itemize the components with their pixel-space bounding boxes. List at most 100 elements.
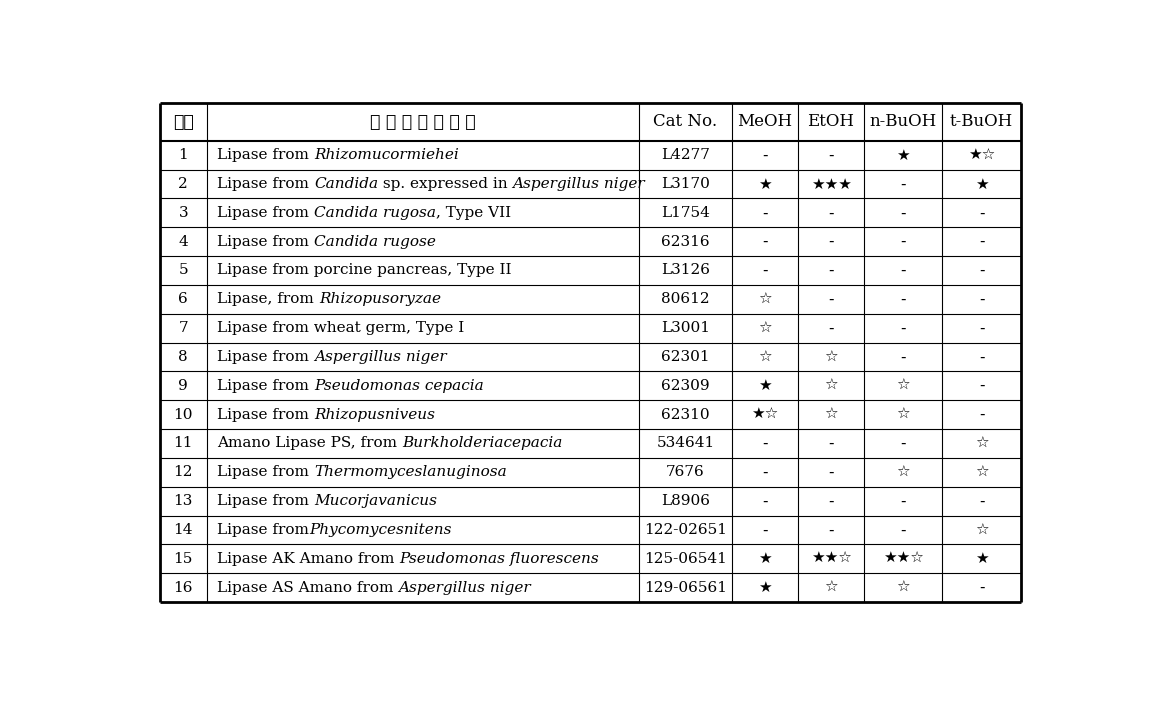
- Text: ★☆: ★☆: [968, 148, 995, 163]
- Text: -: -: [828, 292, 834, 307]
- Text: ★☆: ★☆: [751, 407, 779, 422]
- Text: ★: ★: [758, 552, 772, 566]
- Text: -: -: [901, 205, 905, 220]
- Text: 62310: 62310: [661, 408, 710, 422]
- Text: -: -: [901, 234, 905, 249]
- Text: Lipase, from: Lipase, from: [218, 292, 319, 306]
- Text: 11: 11: [174, 436, 194, 451]
- Text: Lipase from: Lipase from: [218, 206, 314, 220]
- Text: -: -: [828, 263, 834, 278]
- Text: -: -: [828, 436, 834, 451]
- Text: -: -: [979, 234, 984, 249]
- Text: -: -: [761, 263, 767, 278]
- Text: ★: ★: [758, 176, 772, 192]
- Text: ☆: ☆: [975, 523, 988, 537]
- Text: n-BuOH: n-BuOH: [870, 113, 937, 130]
- Text: -: -: [901, 494, 905, 508]
- Text: 62309: 62309: [661, 379, 710, 393]
- Text: 1: 1: [179, 148, 188, 162]
- Text: Phycomycesnitens: Phycomycesnitens: [309, 523, 452, 537]
- Text: -: -: [901, 320, 905, 336]
- Text: ☆: ☆: [824, 407, 838, 422]
- Text: -: -: [828, 523, 834, 537]
- Text: -: -: [979, 205, 984, 220]
- Text: ☆: ☆: [975, 465, 988, 480]
- Text: Mucorjavanicus: Mucorjavanicus: [314, 494, 437, 508]
- Text: Thermomyceslanuginosa: Thermomyceslanuginosa: [314, 465, 507, 480]
- Text: -: -: [901, 523, 905, 537]
- Text: Lipase AK Amano from: Lipase AK Amano from: [218, 552, 400, 566]
- Text: ☆: ☆: [896, 465, 910, 480]
- Text: 3: 3: [179, 206, 188, 220]
- Text: -: -: [828, 234, 834, 249]
- Text: Cat No.: Cat No.: [653, 113, 718, 130]
- Text: , Type VII: , Type VII: [435, 206, 511, 220]
- Text: Amano Lipase PS, from: Amano Lipase PS, from: [218, 436, 402, 451]
- Text: ★★☆: ★★☆: [882, 552, 924, 566]
- Text: -: -: [979, 292, 984, 307]
- Text: Lipase from: Lipase from: [218, 523, 309, 537]
- Text: 10: 10: [174, 408, 194, 422]
- Text: t-BuOH: t-BuOH: [950, 113, 1014, 130]
- Text: Aspergillus niger: Aspergillus niger: [314, 350, 447, 364]
- Text: Lipase from: Lipase from: [218, 465, 314, 480]
- Text: -: -: [761, 494, 767, 508]
- Text: -: -: [761, 436, 767, 451]
- Text: 62301: 62301: [661, 350, 710, 364]
- Text: L8906: L8906: [661, 494, 710, 508]
- Text: 80612: 80612: [661, 292, 710, 306]
- Text: L3170: L3170: [661, 177, 710, 191]
- Text: EtOH: EtOH: [808, 113, 855, 130]
- Text: ☆: ☆: [896, 580, 910, 595]
- Text: -: -: [979, 263, 984, 278]
- Text: ☆: ☆: [758, 349, 772, 364]
- Text: ★: ★: [975, 176, 988, 192]
- Text: ★: ★: [896, 148, 910, 163]
- Text: 4: 4: [179, 235, 188, 248]
- Text: -: -: [979, 349, 984, 364]
- Text: Aspergillus niger: Aspergillus niger: [399, 580, 531, 595]
- Text: sp. expressed in: sp. expressed in: [378, 177, 513, 191]
- Text: Lipase from: Lipase from: [218, 408, 314, 422]
- Text: Aspergillus niger: Aspergillus niger: [513, 177, 645, 191]
- Text: 13: 13: [174, 494, 194, 508]
- Text: ☆: ☆: [975, 436, 988, 451]
- Text: Rhizopusniveus: Rhizopusniveus: [314, 408, 435, 422]
- Text: -: -: [828, 320, 834, 336]
- Text: Burkholderiacepacia: Burkholderiacepacia: [402, 436, 562, 451]
- Text: ☆: ☆: [896, 378, 910, 393]
- Text: Lipase from: Lipase from: [218, 148, 314, 162]
- Text: Rhizopusoryzae: Rhizopusoryzae: [319, 292, 441, 306]
- Text: 14: 14: [174, 523, 194, 537]
- Text: -: -: [828, 205, 834, 220]
- Text: Lipase from: Lipase from: [218, 177, 314, 191]
- Text: -: -: [761, 205, 767, 220]
- Text: -: -: [901, 263, 905, 278]
- Text: -: -: [979, 320, 984, 336]
- Text: L4277: L4277: [661, 148, 710, 162]
- Text: Lipase AS Amano from: Lipase AS Amano from: [218, 580, 399, 595]
- Text: 62316: 62316: [661, 235, 710, 248]
- Text: Lipase from: Lipase from: [218, 379, 314, 393]
- Text: -: -: [901, 349, 905, 364]
- Text: 5: 5: [179, 264, 188, 277]
- Text: Candida rugosa: Candida rugosa: [314, 206, 435, 220]
- Text: Lipase from: Lipase from: [218, 494, 314, 508]
- Text: 2: 2: [179, 177, 188, 191]
- Text: -: -: [979, 407, 984, 422]
- Text: ☆: ☆: [824, 580, 838, 595]
- Text: 물 품 명 세 및 규 격: 물 품 명 세 및 규 격: [370, 113, 476, 131]
- Text: ★: ★: [975, 552, 988, 566]
- Text: -: -: [901, 176, 905, 192]
- Text: L3126: L3126: [661, 264, 710, 277]
- Text: 15: 15: [174, 552, 194, 566]
- Text: 7676: 7676: [666, 465, 705, 480]
- Text: Lipase from wheat germ, Type I: Lipase from wheat germ, Type I: [218, 321, 464, 335]
- Text: Pseudomonas cepacia: Pseudomonas cepacia: [314, 379, 484, 393]
- Text: 7: 7: [179, 321, 188, 335]
- Text: ☆: ☆: [896, 407, 910, 422]
- Text: L1754: L1754: [661, 206, 710, 220]
- Text: -: -: [979, 378, 984, 393]
- Text: 8: 8: [179, 350, 188, 364]
- Text: L3001: L3001: [661, 321, 710, 335]
